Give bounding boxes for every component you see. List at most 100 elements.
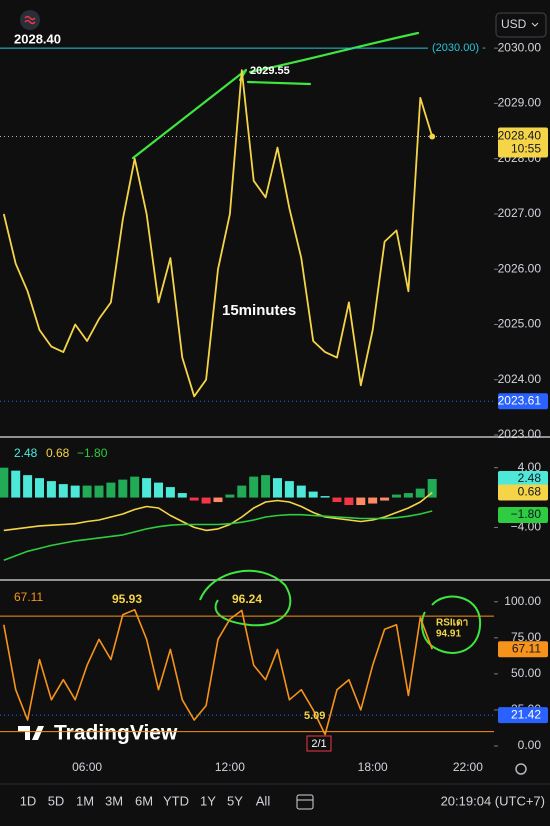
clock: 20:19:04 (UTC+7): [441, 793, 545, 808]
price-badge-label: 67.11: [512, 641, 541, 655]
chart-title: 15minutes: [222, 302, 296, 319]
histogram-bar: [106, 482, 116, 498]
range-button[interactable]: YTD: [163, 793, 189, 808]
range-button[interactable]: 6M: [135, 793, 153, 808]
histogram-bar: [23, 475, 33, 498]
y-tick-label: 0.00: [518, 738, 542, 752]
histogram-bar: [153, 482, 163, 498]
y-tick-label: 50.00: [511, 666, 541, 680]
currency-button[interactable]: [495, 12, 547, 38]
price-badge: [498, 507, 548, 524]
price-badge: [498, 484, 548, 501]
histogram-bar: [427, 479, 437, 498]
currency-label: USD: [501, 17, 527, 31]
hand-drawn-circle: [199, 569, 292, 627]
watermark-logo: [18, 726, 44, 740]
y-tick-label: 2030.00: [498, 40, 542, 54]
symbol-logo-icon: [24, 15, 36, 25]
date-badge-label: 2/1: [311, 738, 326, 750]
x-tick-label: 18:00: [358, 760, 388, 774]
price-badge: [498, 707, 548, 724]
histogram-bar: [82, 485, 92, 498]
histogram-bar: [165, 487, 175, 498]
histogram-bar: [380, 497, 390, 501]
histogram-bar: [344, 497, 354, 506]
histogram-bar: [94, 485, 104, 498]
range-button[interactable]: All: [256, 793, 271, 808]
annotation: 94.91: [436, 629, 461, 640]
x-tick-label: 06:00: [72, 760, 102, 774]
range-button[interactable]: 5Y: [227, 793, 243, 808]
macd-legend: 0.68: [46, 446, 70, 460]
histogram-bar: [177, 493, 187, 498]
symbol-logo[interactable]: [20, 10, 40, 30]
histogram-bar: [118, 479, 128, 498]
histogram-bar: [70, 485, 80, 498]
histogram-bar: [308, 491, 318, 498]
histogram-bar: [0, 467, 9, 498]
goto-date-icon[interactable]: [296, 794, 314, 810]
range-button[interactable]: 1Y: [200, 793, 216, 808]
range-button[interactable]: 1M: [76, 793, 94, 808]
y-tick-label: 2024.00: [498, 372, 542, 386]
annotation: RSIเดา: [436, 618, 468, 629]
price-badge-label: 2023.61: [498, 393, 542, 407]
macd-legend: 2.48: [14, 446, 38, 460]
histogram-bar: [46, 481, 56, 498]
price-badge: [498, 393, 548, 410]
y-tick-label: 2029.00: [498, 96, 542, 110]
histogram-bar: [284, 481, 294, 498]
y-tick-label: 2027.00: [498, 206, 542, 220]
histogram-bar: [11, 470, 21, 498]
y-tick-label: 4.00: [518, 460, 542, 474]
histogram-bar: [58, 484, 68, 498]
y-tick-label: 75.00: [511, 630, 541, 644]
histogram-bar: [189, 497, 199, 501]
histogram-bar: [320, 496, 330, 498]
watermark-text: TradingView: [54, 722, 178, 745]
price-badge-label: 2028.40: [498, 129, 542, 143]
histogram-bar: [213, 497, 223, 503]
price-badge: [498, 641, 548, 658]
histogram-bar: [261, 475, 271, 498]
histogram-bar: [403, 493, 413, 498]
histogram-bar: [201, 497, 211, 504]
rsi-legend: 67.11: [14, 590, 43, 604]
x-tick-label: 12:00: [215, 760, 245, 774]
date-badge: [306, 735, 332, 752]
price-badge: [498, 127, 548, 158]
price-badge-label: −1.80: [511, 507, 542, 521]
annotation: 95.93: [112, 592, 142, 606]
histogram-bar: [296, 485, 306, 498]
y-tick-label: 100.00: [504, 594, 541, 608]
histogram-bar: [368, 497, 378, 504]
alert-label: (2030.00) -: [432, 42, 486, 54]
histogram-bar: [130, 476, 140, 498]
range-button[interactable]: 3M: [105, 793, 123, 808]
histogram-bar: [332, 497, 342, 503]
range-button[interactable]: 1D: [20, 793, 37, 808]
histogram-bar: [415, 488, 425, 498]
histogram-bar: [249, 476, 259, 498]
histogram-bar: [391, 494, 401, 498]
y-tick-label: 2023.00: [498, 427, 542, 441]
series-line: [2, 69, 434, 398]
series-line: [3, 491, 433, 532]
histogram-bar: [225, 494, 235, 498]
price-badge-label: 0.68: [518, 485, 542, 499]
hand-drawn-circle: [421, 595, 482, 654]
annotation: 5.09: [304, 710, 325, 722]
series-line: [3, 510, 433, 562]
settings-icon[interactable]: [515, 763, 527, 775]
histogram-bar: [272, 478, 282, 498]
annotation: 96.24: [232, 592, 262, 606]
range-button[interactable]: 5D: [48, 793, 65, 808]
last-point: [429, 133, 436, 140]
histogram-bar: [35, 478, 45, 498]
price-badge-label: 21.42: [511, 707, 541, 721]
x-tick-label: 22:00: [453, 760, 483, 774]
last-price-legend: 2028.40: [14, 31, 61, 46]
countdown: 10:55: [511, 142, 541, 156]
price-badge-label: 2.48: [518, 471, 542, 485]
